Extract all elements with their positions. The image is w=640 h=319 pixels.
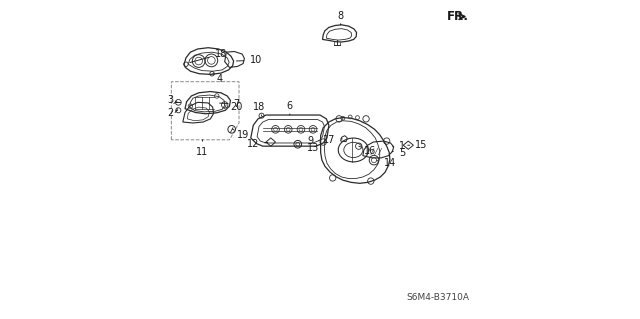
- Text: 13: 13: [301, 143, 319, 153]
- Text: 14: 14: [377, 158, 396, 168]
- Text: 12: 12: [246, 139, 268, 149]
- Text: FR.: FR.: [447, 10, 468, 23]
- Text: 6: 6: [287, 101, 293, 115]
- Text: 7: 7: [220, 99, 240, 109]
- Text: 18: 18: [253, 102, 265, 116]
- Text: 18: 18: [190, 49, 227, 63]
- Text: 15: 15: [408, 140, 428, 150]
- Text: 2: 2: [167, 108, 178, 118]
- Text: 10: 10: [236, 56, 262, 65]
- Text: 17: 17: [323, 135, 342, 145]
- Text: 20: 20: [225, 102, 243, 112]
- Text: 8: 8: [337, 11, 344, 25]
- Text: 9: 9: [307, 136, 319, 146]
- Text: 11: 11: [196, 140, 209, 157]
- Text: 1: 1: [393, 141, 405, 151]
- Text: 5: 5: [392, 148, 405, 158]
- Text: S6M4-B3710A: S6M4-B3710A: [406, 293, 469, 302]
- Text: 3: 3: [167, 95, 178, 105]
- Text: 16: 16: [359, 145, 376, 156]
- Text: 19: 19: [232, 129, 249, 140]
- Text: 4: 4: [213, 73, 223, 84]
